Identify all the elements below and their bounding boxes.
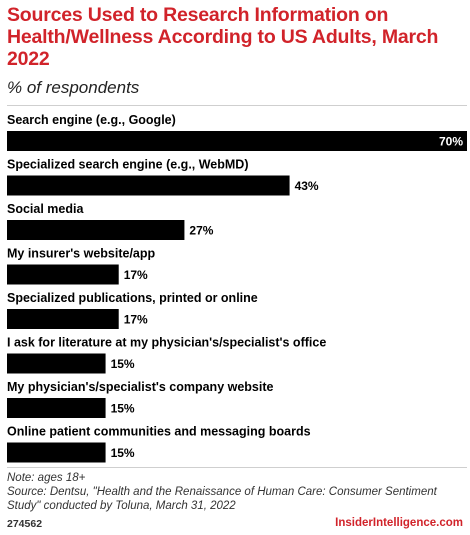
bar — [7, 220, 185, 240]
value-label: 17% — [124, 268, 148, 282]
bar — [7, 442, 106, 463]
value-label: 70% — [439, 135, 463, 149]
category-label: My physician's/specialist's company webs… — [7, 380, 274, 394]
bar — [7, 353, 106, 374]
chart-title: Sources Used to Research Information on … — [7, 4, 439, 70]
category-label: Social media — [7, 202, 84, 216]
value-label: 15% — [111, 446, 135, 460]
category-label: Specialized publications, printed or onl… — [7, 291, 258, 305]
top-divider — [7, 105, 467, 106]
value-label: 27% — [189, 224, 213, 238]
chart-note: Note: ages 18+ — [7, 472, 86, 484]
value-label: 15% — [111, 357, 135, 371]
chart-source: Source: Dentsu, "Health and the Renaissa… — [7, 486, 437, 512]
bar — [7, 309, 119, 329]
value-label: 43% — [295, 179, 319, 193]
bar — [7, 398, 106, 418]
bar — [7, 175, 290, 196]
category-label: Online patient communities and messaging… — [7, 425, 311, 439]
category-label: My insurer's website/app — [7, 247, 156, 261]
brand-link[interactable]: InsiderIntelligence.com — [335, 517, 463, 529]
value-label: 15% — [111, 402, 135, 416]
category-label: I ask for literature at my physician's/s… — [7, 336, 326, 350]
category-label: Search engine (e.g., Google) — [7, 113, 176, 127]
bar — [7, 131, 467, 151]
value-label: 17% — [124, 313, 148, 327]
bar — [7, 264, 119, 285]
bar-chart: Search engine (e.g., Google) 70% Specializ… — [7, 113, 467, 463]
bottom-divider — [7, 467, 467, 468]
chart-subtitle: % of respondents — [7, 78, 140, 97]
chart-id: 274562 — [7, 518, 43, 530]
category-label: Specialized search engine (e.g., WebMD) — [7, 158, 249, 172]
